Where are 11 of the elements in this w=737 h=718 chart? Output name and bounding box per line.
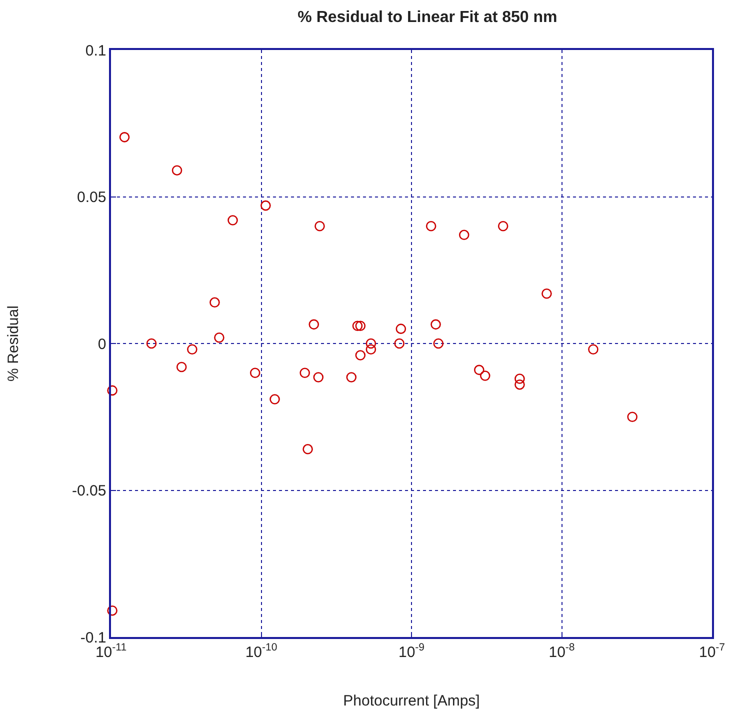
x-tick-label: 10$^{-10}$ (245, 641, 278, 661)
y-tick-label: 0.1 (85, 42, 106, 60)
y-tick-label: 0.05 (77, 189, 106, 206)
x-tick-label: 10$^{-8}$ (548, 641, 575, 661)
x-tick-label: 10$^{-7}$ (698, 641, 726, 661)
y-tick-label: 0 (98, 336, 106, 353)
y-tick-label: -0.05 (72, 482, 106, 500)
chart-title: % Residual to Linear Fit at 850 nm (298, 8, 558, 26)
x-tick-label: 10$^{-9}$ (398, 641, 425, 661)
x-axis-title: Photocurrent [Amps] (343, 692, 480, 710)
y-axis-title: % Residual (4, 306, 22, 382)
